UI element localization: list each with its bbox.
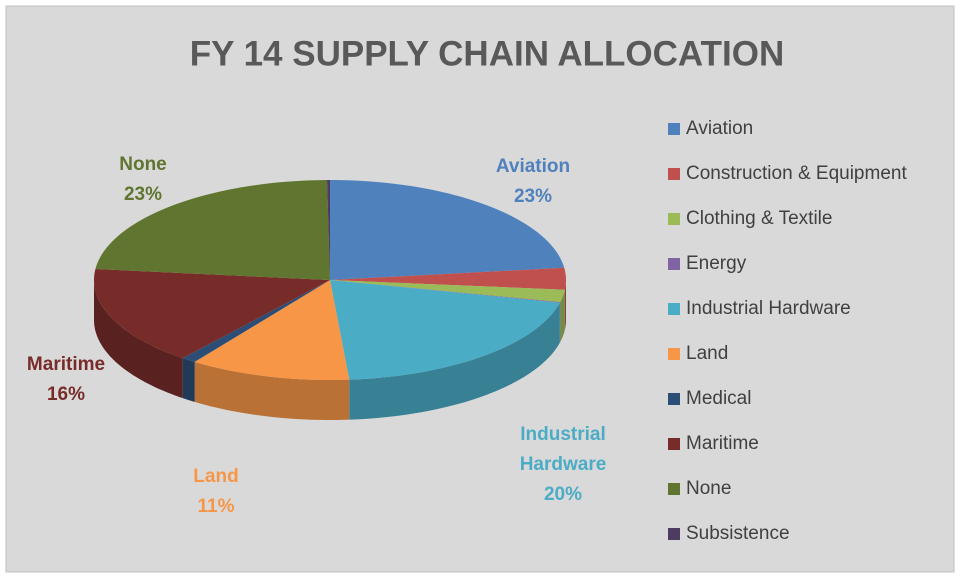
slice-side xyxy=(182,358,195,402)
data-label-value: 11% xyxy=(197,496,235,517)
slice xyxy=(330,280,560,380)
data-label-value: 23% xyxy=(513,186,553,207)
legend-label: None xyxy=(686,478,731,499)
data-label-name: Maritime xyxy=(26,354,106,375)
legend-marker xyxy=(668,123,680,135)
slice-side xyxy=(194,361,350,420)
legend-label: Land xyxy=(686,343,728,364)
data-label-value: 20% xyxy=(543,484,583,505)
data-label: None 23% xyxy=(73,150,213,210)
data-label-name: Land xyxy=(193,466,239,487)
legend-marker xyxy=(668,258,680,270)
slice xyxy=(330,267,566,290)
legend-marker xyxy=(668,393,680,405)
legend-label: Subsistence xyxy=(686,523,790,544)
legend-marker xyxy=(668,438,680,450)
legend-label: Medical xyxy=(686,388,751,409)
chart-title: FY 14 SUPPLY CHAIN ALLOCATION xyxy=(190,34,784,73)
legend-label: Energy xyxy=(686,253,747,274)
legend-label: Industrial Hardware xyxy=(686,298,851,319)
legend-marker xyxy=(668,303,680,315)
slice xyxy=(327,180,330,280)
slice-side xyxy=(349,302,560,420)
data-label: Aviation 23% xyxy=(463,152,603,212)
legend-marker xyxy=(668,528,680,540)
slice xyxy=(194,280,350,380)
slice xyxy=(95,180,330,280)
data-label-value: 23% xyxy=(123,184,163,205)
data-label: Industrial Hardware 20% xyxy=(493,420,633,510)
legend-label: Clothing & Textile xyxy=(686,208,832,229)
data-label: Land 11% xyxy=(146,462,286,522)
legend-marker xyxy=(668,483,680,495)
slice xyxy=(94,269,330,359)
data-label-value: 16% xyxy=(46,384,86,405)
legend-marker xyxy=(668,168,680,180)
data-label-name: Industrial Hardware xyxy=(519,424,607,475)
slice xyxy=(330,280,565,303)
data-label-name: Aviation xyxy=(495,156,571,177)
slice xyxy=(182,280,330,362)
legend-marker xyxy=(668,348,680,360)
slice xyxy=(330,280,561,303)
legend-label: Maritime xyxy=(686,433,759,454)
legend-label: Aviation xyxy=(686,118,753,139)
data-label-name: None xyxy=(119,154,167,175)
legend-marker xyxy=(668,213,680,225)
slice-side xyxy=(94,280,183,399)
slice xyxy=(330,180,565,280)
legend-label: Construction & Equipment xyxy=(686,163,907,184)
data-label: Maritime 16% xyxy=(0,350,136,410)
slice-side xyxy=(564,280,566,330)
slice-side xyxy=(560,289,565,343)
